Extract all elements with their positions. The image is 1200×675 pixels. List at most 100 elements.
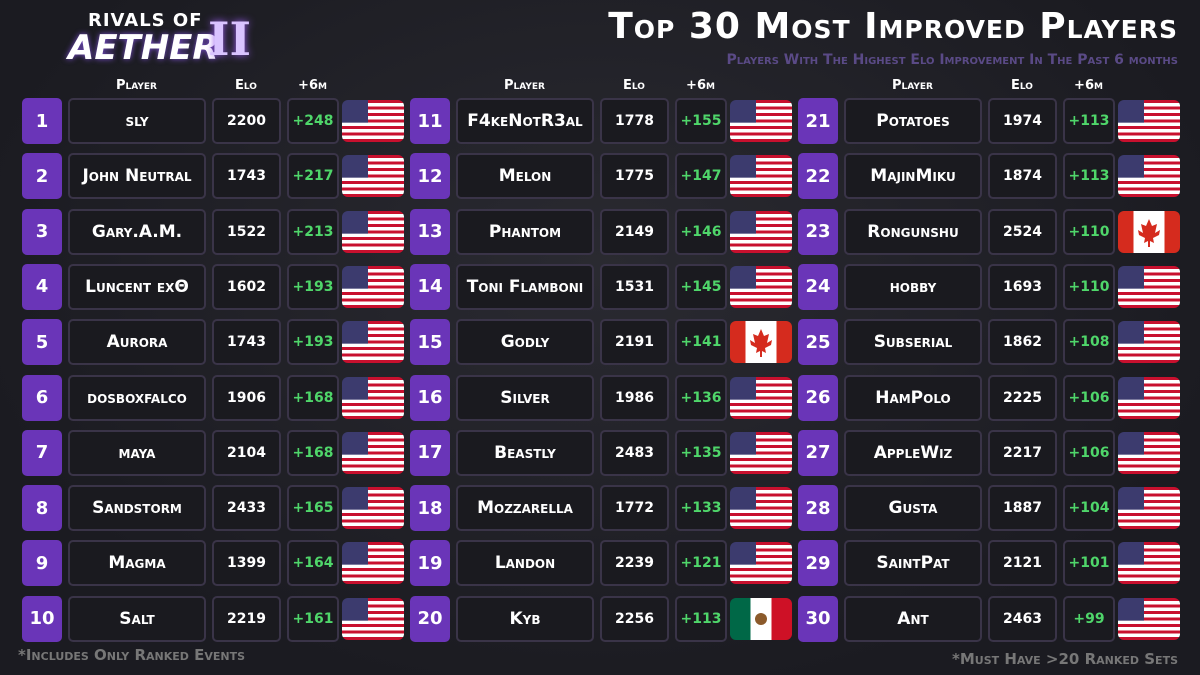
- rank: 22: [798, 153, 838, 200]
- elo: 2121: [988, 540, 1057, 587]
- elo-gain: +106: [1063, 429, 1115, 476]
- elo-gain: +113: [675, 595, 727, 642]
- flag: [342, 487, 404, 530]
- column-header: +6m: [686, 78, 715, 93]
- flag: [1118, 431, 1180, 474]
- elo: 1775: [600, 153, 669, 200]
- column-header: Player: [504, 78, 545, 93]
- elo-gain: +99: [1063, 595, 1115, 642]
- rank: 21: [798, 98, 838, 144]
- flag: [342, 265, 404, 308]
- elo: 1399: [212, 540, 281, 587]
- rank: 3: [22, 208, 62, 255]
- player-name: Rongunshu: [844, 208, 982, 255]
- flag: [730, 155, 792, 198]
- player-name: John Neutral: [68, 153, 206, 200]
- elo: 1531: [600, 263, 669, 310]
- maple-leaf: [1138, 218, 1160, 247]
- rank: 20: [410, 595, 450, 642]
- flag: [730, 431, 792, 474]
- elo: 2239: [600, 540, 669, 587]
- player-name: Luncent εχΘ: [68, 263, 206, 310]
- rank: 24: [798, 263, 838, 310]
- rank: 30: [798, 595, 838, 642]
- elo: 2463: [988, 595, 1057, 642]
- title: Top 30 Most Improved Players: [608, 6, 1178, 47]
- rank: 13: [410, 208, 450, 255]
- flag: [342, 155, 404, 198]
- elo-gain: +101: [1063, 540, 1115, 587]
- player-name: Gary.A.M.: [68, 208, 206, 255]
- elo-gain: +146: [675, 208, 727, 255]
- player-name: Magma: [68, 540, 206, 587]
- elo: 1743: [212, 319, 281, 366]
- player-name: Godly: [456, 319, 594, 366]
- elo: 1862: [988, 319, 1057, 366]
- flag: [730, 487, 792, 530]
- elo: 1906: [212, 374, 281, 421]
- elo: 1693: [988, 263, 1057, 310]
- elo: 2219: [212, 595, 281, 642]
- rank: 28: [798, 485, 838, 532]
- flag: [1118, 155, 1180, 198]
- elo-gain: +217: [287, 153, 339, 200]
- rank: 19: [410, 540, 450, 587]
- flag: [1118, 210, 1180, 253]
- player-name: Salt: [68, 595, 206, 642]
- flag: [730, 100, 792, 142]
- flag: [1118, 376, 1180, 419]
- player-name: Silver: [456, 374, 594, 421]
- elo-gain: +141: [675, 319, 727, 366]
- elo-gain: +110: [1063, 208, 1115, 255]
- player-name: F4keNotR3al: [456, 98, 594, 144]
- player-name: Kyb: [456, 595, 594, 642]
- player-name: Aurora: [68, 319, 206, 366]
- elo-gain: +147: [675, 153, 727, 200]
- column-header: Elo: [235, 78, 257, 93]
- player-name: dosboxfalco: [68, 374, 206, 421]
- elo: 2524: [988, 208, 1057, 255]
- flag: [342, 597, 404, 640]
- elo: 2225: [988, 374, 1057, 421]
- rank: 12: [410, 153, 450, 200]
- elo-gain: +165: [287, 485, 339, 532]
- player-name: Landon: [456, 540, 594, 587]
- maple-leaf: [750, 329, 772, 358]
- flag: [342, 321, 404, 364]
- elo-gain: +104: [1063, 485, 1115, 532]
- player-name: sly: [68, 98, 206, 144]
- player-name: MajinMiku: [844, 153, 982, 200]
- elo: 2191: [600, 319, 669, 366]
- elo: 2256: [600, 595, 669, 642]
- elo-gain: +145: [675, 263, 727, 310]
- flag: [730, 321, 792, 364]
- elo-gain: +110: [1063, 263, 1115, 310]
- rank: 18: [410, 485, 450, 532]
- flag: [342, 431, 404, 474]
- flag: [1118, 321, 1180, 364]
- subtitle: Players With The Highest Elo Improvement…: [726, 52, 1178, 68]
- player-name: Subserial: [844, 319, 982, 366]
- elo: 1602: [212, 263, 281, 310]
- elo-gain: +133: [675, 485, 727, 532]
- elo-gain: +168: [287, 429, 339, 476]
- flag: [730, 597, 792, 640]
- logo: RIVALS OF AETHER II: [28, 8, 288, 70]
- elo-gain: +213: [287, 208, 339, 255]
- column-header: Elo: [1011, 78, 1033, 93]
- player-name: HamPolo: [844, 374, 982, 421]
- rank: 23: [798, 208, 838, 255]
- elo: 1986: [600, 374, 669, 421]
- elo: 1874: [988, 153, 1057, 200]
- flag: [342, 100, 404, 142]
- flag: [730, 210, 792, 253]
- elo-gain: +136: [675, 374, 727, 421]
- player-name: Potatoes: [844, 98, 982, 144]
- elo-gain: +113: [1063, 153, 1115, 200]
- rank: 16: [410, 374, 450, 421]
- elo-gain: +193: [287, 319, 339, 366]
- player-name: Toni Flamboni: [456, 263, 594, 310]
- rank: 17: [410, 429, 450, 476]
- player-name: Melon: [456, 153, 594, 200]
